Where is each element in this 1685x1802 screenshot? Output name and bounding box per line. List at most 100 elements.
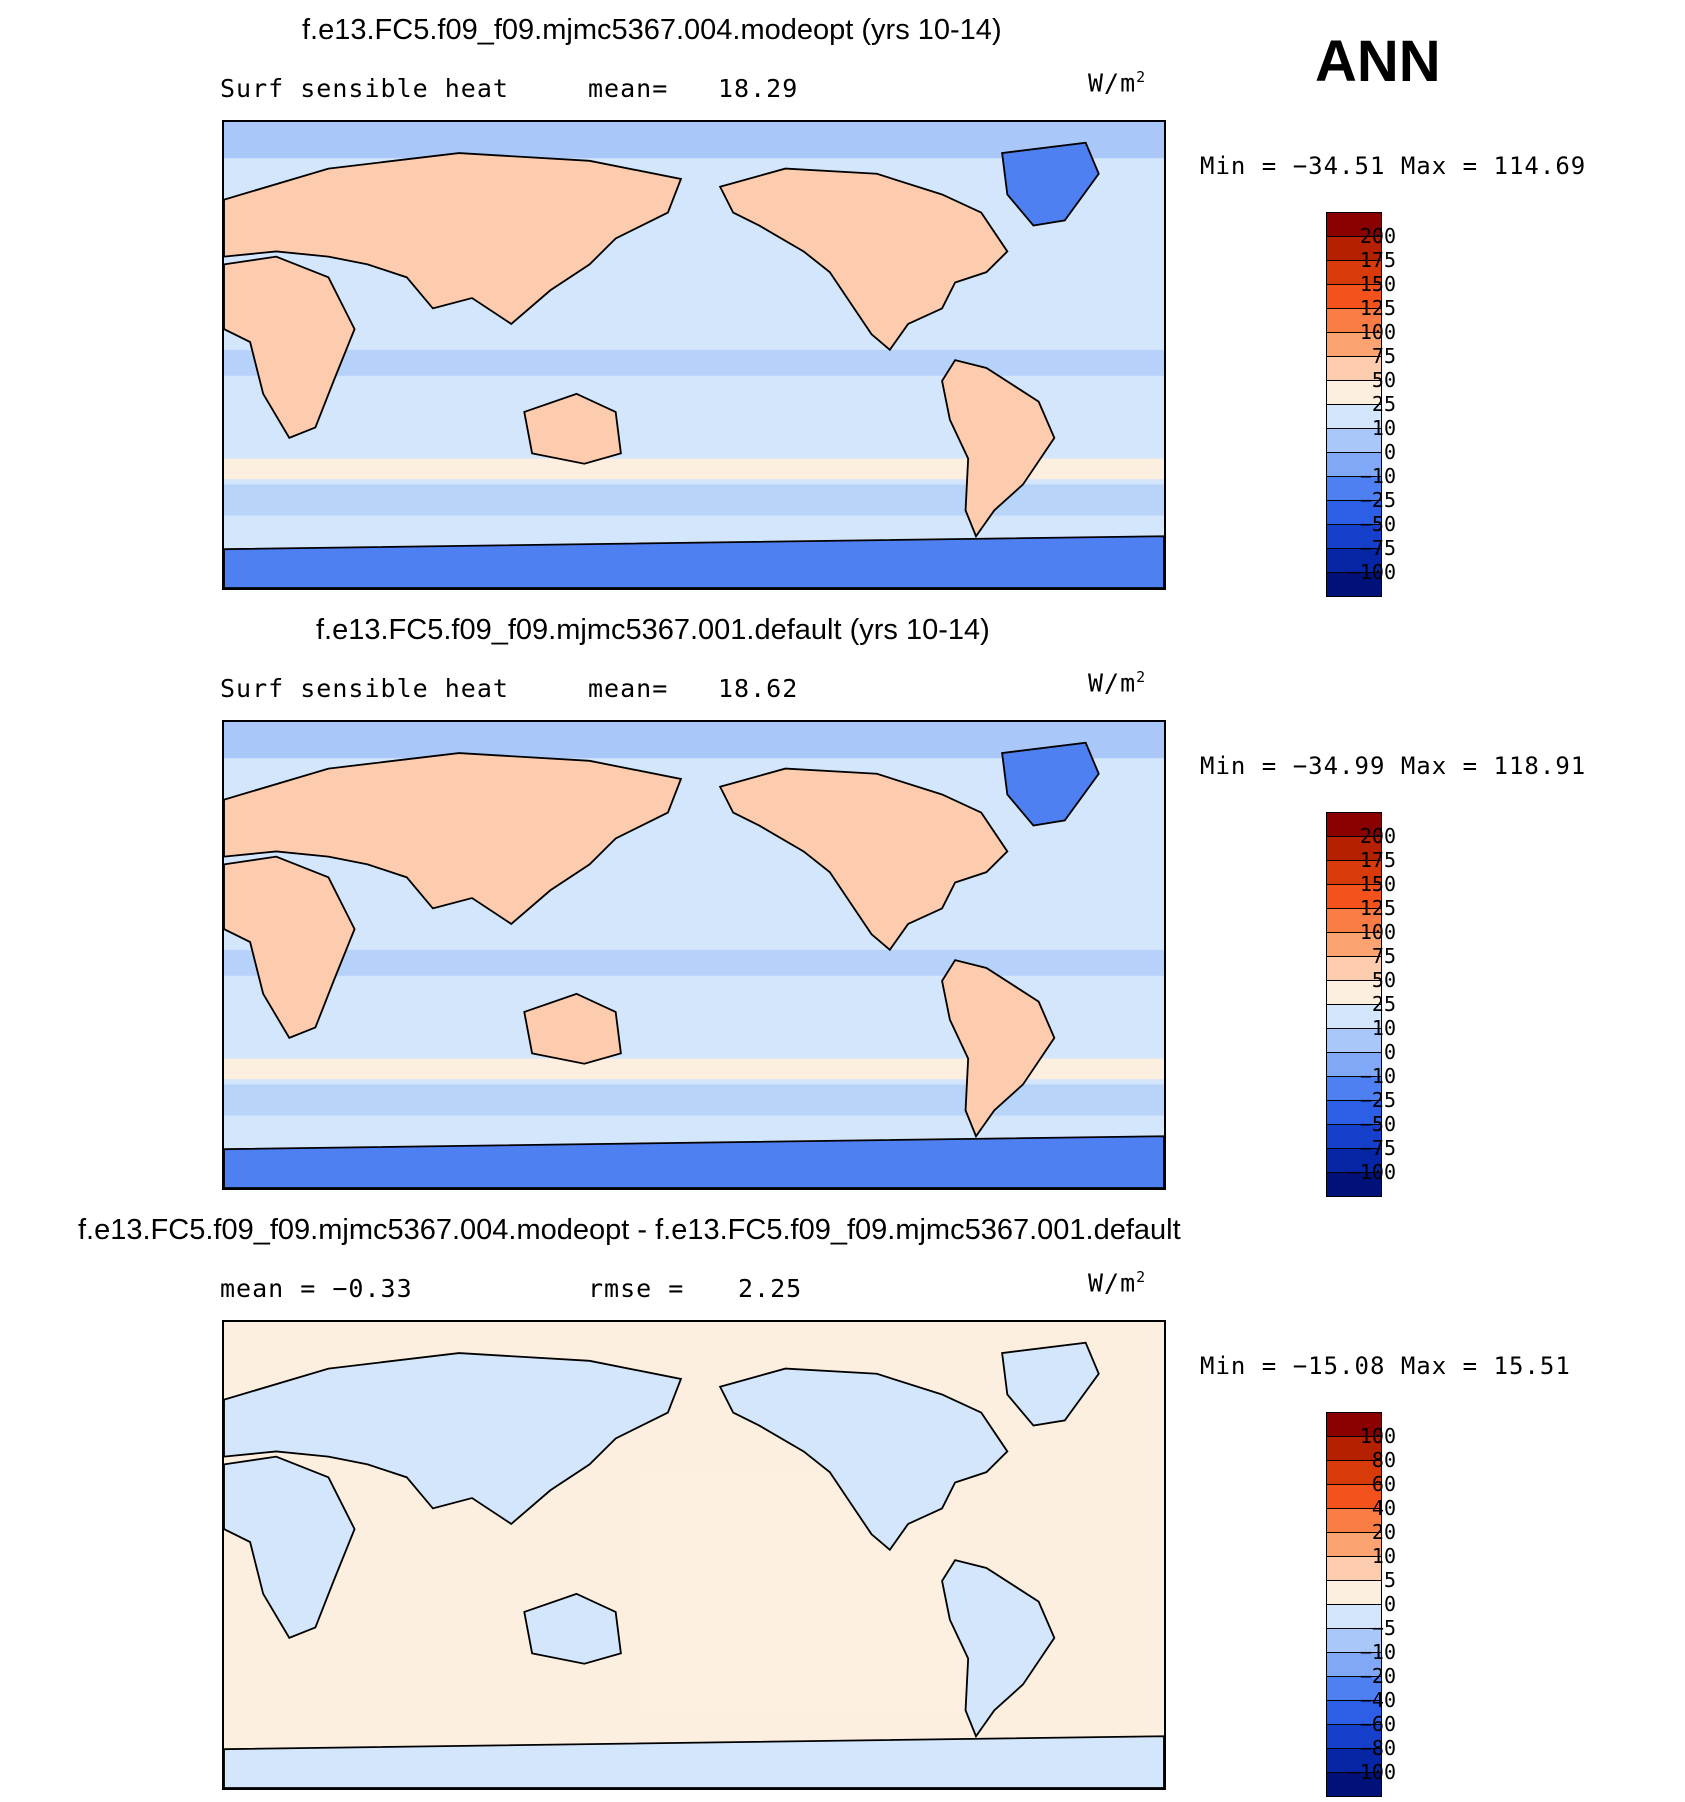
colorbar-swatch [1326, 477, 1382, 501]
continent-africa [224, 255, 356, 439]
continent-africa [224, 1455, 356, 1639]
colorbar-level-label: 25 [1371, 992, 1396, 1016]
colorbar-swatch [1326, 261, 1382, 285]
colorbar-swatch [1326, 453, 1382, 477]
colorbar-level-label: 75 [1371, 944, 1396, 968]
colorbar-swatch [1326, 1557, 1382, 1581]
colorbar-level-label: 0 [1383, 440, 1396, 464]
colorbar-level-label: −40 [1359, 1688, 1396, 1712]
colorbar-level-label: −10 [1359, 1064, 1396, 1088]
continent-south-america [941, 1559, 1056, 1739]
colorbar-swatch [1326, 1173, 1382, 1197]
colorbar-level-label: 40 [1371, 1496, 1396, 1520]
panel-2-stat-label: mean= [588, 674, 669, 703]
continent-antarctica [224, 1735, 1164, 1788]
panel-3-map-svg [224, 1322, 1164, 1788]
colorbar-swatch [1326, 957, 1382, 981]
colorbar-level-label: 200 [1359, 824, 1396, 848]
continent-south-america [941, 359, 1056, 539]
colorbar-swatch [1326, 212, 1382, 237]
continent-australia [523, 392, 622, 465]
colorbar-swatch [1326, 1581, 1382, 1605]
equatorial-band [224, 949, 1164, 976]
panel-1-range: Min = −34.51 Max = 114.69 [1200, 152, 1587, 180]
colorbar-level-label: 150 [1359, 272, 1396, 296]
panel-3-stat-value: 2.25 [738, 1274, 803, 1303]
panel-1-stat-value: 18.29 [718, 74, 799, 103]
continent-north-america [718, 1367, 1009, 1552]
colorbar-swatch [1326, 333, 1382, 357]
panel-2-variable: Surf sensible heat [220, 674, 509, 703]
colorbar-level-label: −100 [1347, 1160, 1396, 1184]
continent-greenland [1001, 741, 1100, 827]
colorbar-swatch [1326, 812, 1382, 837]
colorbar-level-label: 100 [1359, 1424, 1396, 1448]
colorbar-swatch [1326, 1773, 1382, 1797]
panel-2-map [222, 720, 1166, 1190]
panel-1-map-svg [224, 122, 1164, 588]
colorbar-swatch [1326, 1029, 1382, 1053]
colorbar-level-label: 150 [1359, 872, 1396, 896]
panel-1-stat-label: mean= [588, 74, 669, 103]
panel-2-range: Min = −34.99 Max = 118.91 [1200, 752, 1587, 780]
continent-australia [523, 992, 622, 1065]
colorbar-swatch [1326, 885, 1382, 909]
continent-antarctica [224, 1135, 1164, 1188]
colorbar-level-label: 0 [1383, 1592, 1396, 1616]
continent-greenland [1001, 1341, 1100, 1427]
colorbar-swatch [1326, 1461, 1382, 1485]
continent-europe-asia [224, 1352, 683, 1526]
southern-band [224, 1058, 1164, 1080]
colorbar-swatch [1326, 837, 1382, 861]
panel-3-title: f.e13.FC5.f09_f09.mjmc5367.004.modeopt -… [78, 1214, 1181, 1246]
panel-1-colorbar [1326, 212, 1382, 597]
southern-ocean-band [224, 1084, 1164, 1116]
continent-north-america [718, 767, 1009, 952]
colorbar-level-label: −20 [1359, 1664, 1396, 1688]
colorbar-swatch [1326, 1749, 1382, 1773]
colorbar-level-label: 10 [1371, 416, 1396, 440]
colorbar-level-label: −5 [1371, 1616, 1396, 1640]
panel-2-map-svg [224, 722, 1164, 1188]
colorbar-level-label: −50 [1359, 512, 1396, 536]
colorbar-swatch [1326, 501, 1382, 525]
colorbar-swatch [1326, 381, 1382, 405]
panel-3-colorbar [1326, 1412, 1382, 1797]
colorbar-swatch [1326, 1725, 1382, 1749]
colorbar-level-label: 50 [1371, 368, 1396, 392]
continent-south-america [941, 959, 1056, 1139]
colorbar-level-label: 50 [1371, 968, 1396, 992]
colorbar-level-label: −25 [1359, 1088, 1396, 1112]
colorbar-level-label: −100 [1347, 1760, 1396, 1784]
colorbar-swatch [1326, 405, 1382, 429]
colorbar-level-label: −80 [1359, 1736, 1396, 1760]
colorbar-level-label: −10 [1359, 464, 1396, 488]
continent-europe-asia [224, 152, 683, 326]
panel-3-range: Min = −15.08 Max = 15.51 [1200, 1352, 1571, 1380]
continent-africa [224, 855, 356, 1039]
colorbar-level-label: 25 [1371, 392, 1396, 416]
colorbar-level-label: 125 [1359, 896, 1396, 920]
panel-2-colorbar [1326, 812, 1382, 1197]
colorbar-level-label: 80 [1371, 1448, 1396, 1472]
colorbar-level-label: −75 [1359, 1136, 1396, 1160]
continent-antarctica [224, 535, 1164, 588]
colorbar-swatch [1326, 1485, 1382, 1509]
equatorial-band [224, 349, 1164, 376]
colorbar-swatch [1326, 1533, 1382, 1557]
colorbar-swatch [1326, 1701, 1382, 1725]
colorbar-swatch [1326, 285, 1382, 309]
colorbar-swatch [1326, 1437, 1382, 1461]
colorbar-swatch [1326, 1125, 1382, 1149]
colorbar-level-label: 60 [1371, 1472, 1396, 1496]
panel-2-title: f.e13.FC5.f09_f09.mjmc5367.001.default (… [316, 614, 990, 646]
colorbar-level-label: −10 [1359, 1640, 1396, 1664]
panel-3-mean: mean = −0.33 [220, 1274, 413, 1303]
colorbar-level-label: 100 [1359, 320, 1396, 344]
colorbar-swatch [1326, 1101, 1382, 1125]
colorbar-level-label: 0 [1383, 1040, 1396, 1064]
colorbar-level-label: −50 [1359, 1112, 1396, 1136]
panel-3-unit: W/m2 [1088, 1268, 1147, 1298]
colorbar-level-label: −25 [1359, 488, 1396, 512]
colorbar-level-label: 175 [1359, 848, 1396, 872]
